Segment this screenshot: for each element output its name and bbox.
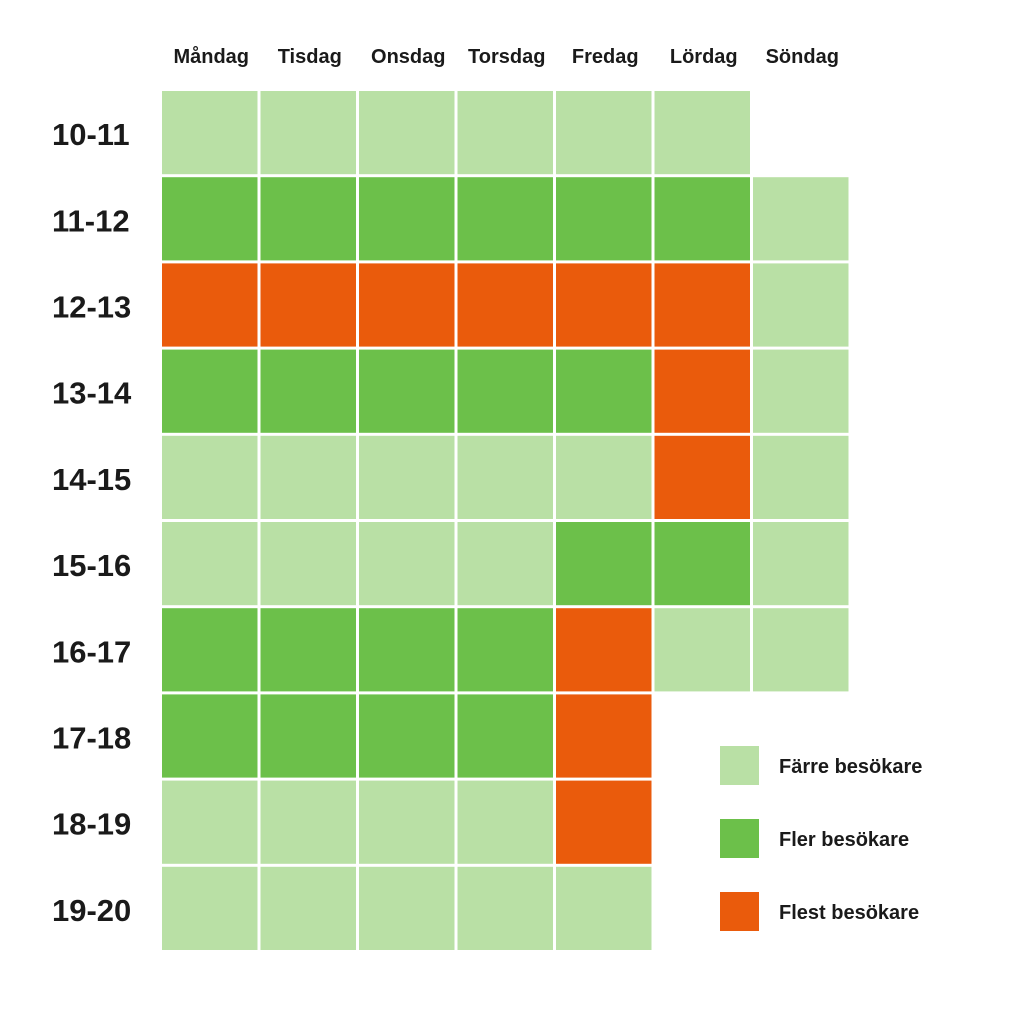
heatmap-cell [359, 866, 455, 950]
legend-swatch [720, 819, 759, 858]
heatmap-cell [556, 177, 652, 261]
heatmap-cell [457, 435, 553, 519]
heatmap-cell [162, 608, 258, 692]
day-label: Torsdag [468, 46, 545, 68]
heatmap-cell [654, 263, 750, 347]
heatmap-cell [556, 263, 652, 347]
heatmap-cell [162, 91, 258, 175]
heatmap-cell [359, 780, 455, 864]
heatmap-cell [753, 522, 849, 606]
heatmap-cell [162, 522, 258, 606]
day-labels: Måndag Tisdag Onsdag Torsdag Fredag Lördag Sön… [173, 45, 838, 68]
heatmap-cell [260, 780, 356, 864]
legend-label: Färre besökare [779, 756, 922, 778]
heatmap-cell [556, 866, 652, 950]
heatmap-cell [359, 608, 455, 692]
heatmap-cell [359, 177, 455, 261]
hour-label: 18-19 [52, 807, 131, 842]
heatmap-cell [654, 435, 750, 519]
heatmap-cell [457, 608, 553, 692]
heatmap-cell [457, 780, 553, 864]
heatmap-cell [654, 349, 750, 433]
heatmap-cell [162, 177, 258, 261]
heatmap-cell [457, 91, 553, 175]
heatmap-cell [457, 522, 553, 606]
day-label: Måndag [173, 45, 249, 68]
legend-swatch [720, 746, 759, 785]
legend-swatch [720, 892, 759, 931]
heatmap-cell [260, 608, 356, 692]
heatmap-cell [260, 866, 356, 950]
heatmap-cell [162, 694, 258, 778]
heatmap-cell [556, 349, 652, 433]
day-label: Tisdag [278, 46, 342, 68]
hour-label: 11-12 [52, 203, 130, 238]
hour-label: 17-18 [52, 721, 131, 756]
heatmap-cell [162, 866, 258, 950]
heatmap-cell [654, 177, 750, 261]
heatmap-cell [260, 91, 356, 175]
heatmap-cell [753, 349, 849, 433]
hour-label: 14-15 [52, 462, 131, 497]
heatmap-cell [359, 263, 455, 347]
heatmap-cell [260, 349, 356, 433]
heatmap-cell [654, 91, 750, 175]
heatmap-cell [359, 694, 455, 778]
hour-label: 12-13 [52, 290, 131, 325]
heatmap-cell [556, 522, 652, 606]
hour-label: 15-16 [52, 548, 131, 583]
heatmap-cell [654, 522, 750, 606]
heatmap-cell [457, 177, 553, 261]
heatmap-cell [753, 608, 849, 692]
legend-label: Fler besökare [779, 829, 909, 851]
heatmap-cell [457, 349, 553, 433]
heatmap-cell [260, 435, 356, 519]
heatmap-cell [359, 91, 455, 175]
heatmap-cell [359, 349, 455, 433]
hour-labels: 10-11 11-12 12-13 13-14 14-15 15-16 16-17 17-18… [52, 117, 132, 928]
day-label: Onsdag [371, 46, 445, 68]
heatmap-cell [162, 349, 258, 433]
legend-label: Flest besökare [779, 902, 919, 924]
heatmap-cell [162, 780, 258, 864]
hour-label: 13-14 [52, 376, 132, 411]
day-label: Söndag [766, 46, 839, 68]
heatmap-cell [753, 435, 849, 519]
heatmap-cell [260, 263, 356, 347]
heatmap-cell [654, 608, 750, 692]
day-label: Lördag [670, 46, 738, 68]
heatmap-cell [556, 91, 652, 175]
day-label: Fredag [572, 46, 639, 68]
heatmap-cell [556, 780, 652, 864]
heatmap-cell [162, 435, 258, 519]
heatmap-cell [359, 522, 455, 606]
heatmap-cell [260, 177, 356, 261]
heatmap-cell [457, 866, 553, 950]
hour-label: 16-17 [52, 634, 131, 669]
legend: Färre besökare Fler besökare Flest besökar… [720, 746, 922, 931]
heatmap-cell [753, 177, 849, 261]
heatmap-cell [556, 608, 652, 692]
heatmap-cell [457, 694, 553, 778]
heatmap-cell [457, 263, 553, 347]
hour-label: 10-11 [52, 117, 130, 152]
heatmap-cell [359, 435, 455, 519]
heatmap-cell [260, 694, 356, 778]
heatmap-cell [260, 522, 356, 606]
heatmap-cell [162, 263, 258, 347]
hour-label: 19-20 [52, 893, 131, 928]
heatmap-cell [753, 263, 849, 347]
heatmap-cell [556, 435, 652, 519]
heatmap-cells [162, 91, 849, 950]
heatmap-cell [556, 694, 652, 778]
